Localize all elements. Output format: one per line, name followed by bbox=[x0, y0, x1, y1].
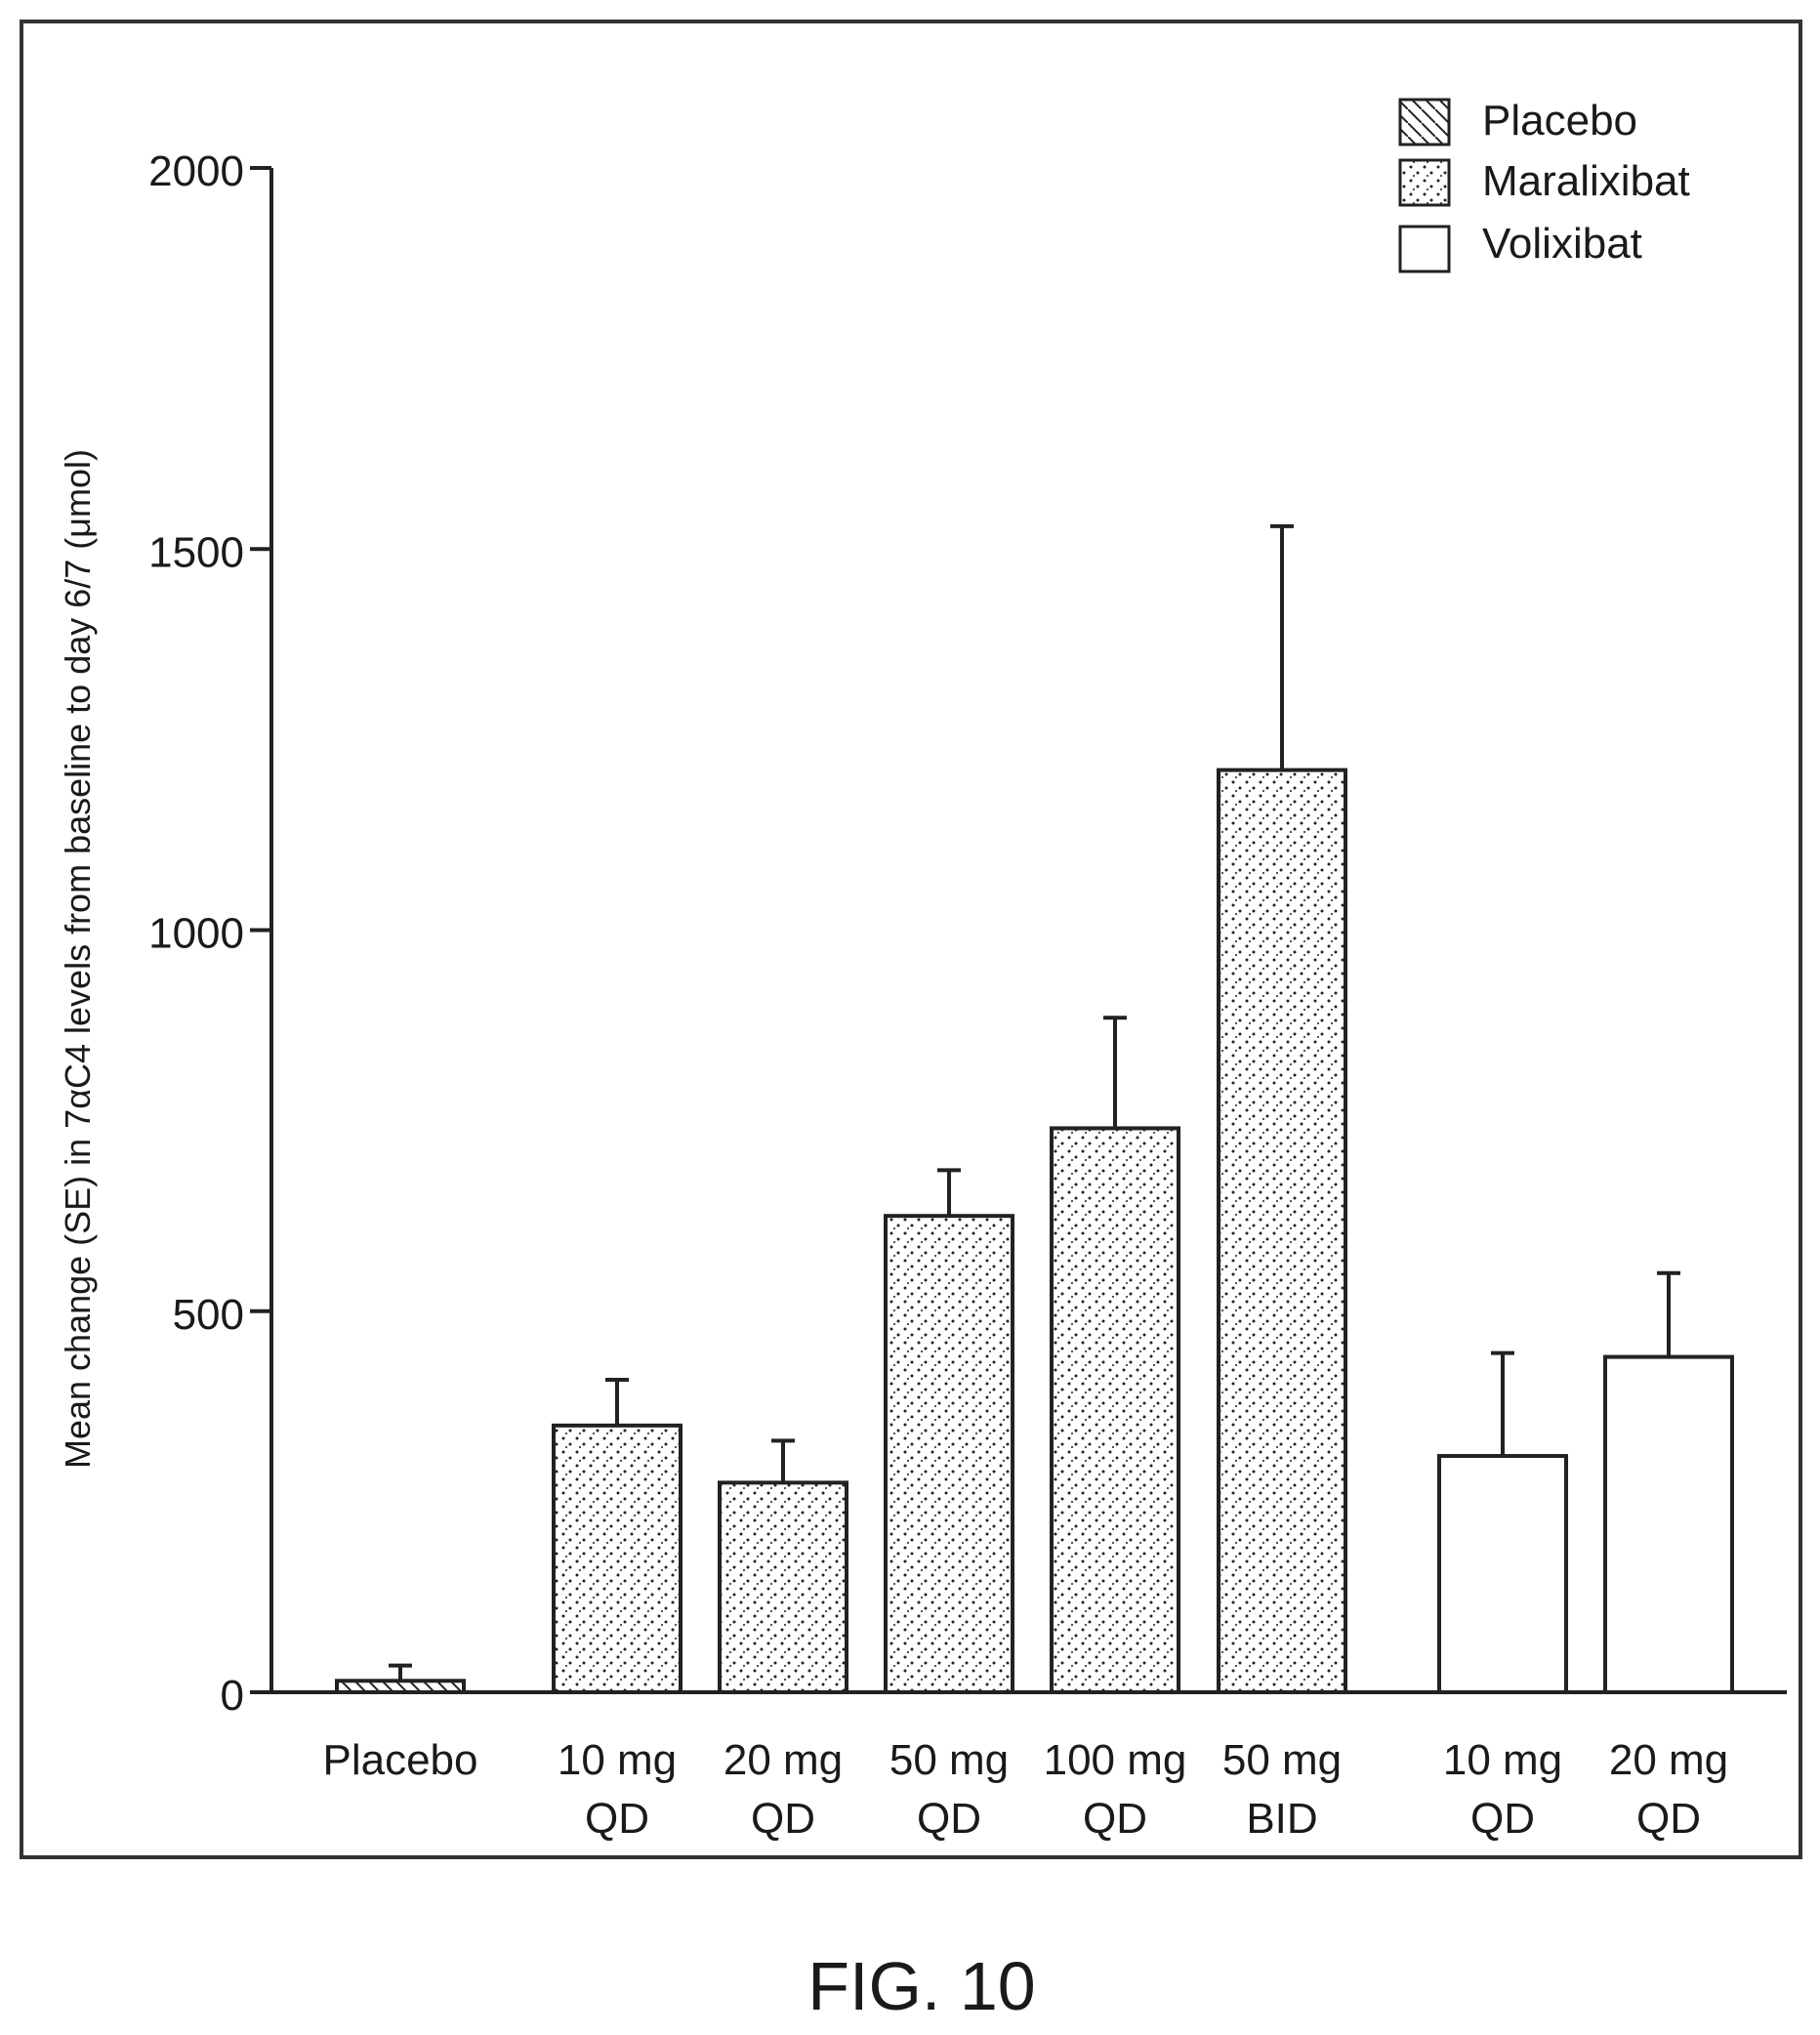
x-tick-labels: Placebo 10 mg QD 20 mg QD 50 mg QD 100 mg QD 50 m… bbox=[322, 1736, 1728, 1843]
legend-item-placebo: Placebo bbox=[1398, 97, 1637, 146]
x-tick-label: 50 mg bbox=[889, 1736, 1009, 1784]
figure-frame bbox=[20, 20, 1802, 1859]
legend: Placebo Maralixibat Volixibat bbox=[1398, 97, 1690, 273]
x-tick-label: QD bbox=[585, 1795, 649, 1843]
legend-swatch-volixibat bbox=[1398, 225, 1451, 273]
legend-swatch-maralixibat bbox=[1398, 158, 1451, 207]
bar bbox=[884, 1214, 1014, 1694]
y-tick-label: 0 bbox=[221, 1672, 244, 1720]
x-tick-label: BID bbox=[1246, 1795, 1317, 1843]
legend-label-maralixibat: Maralixibat bbox=[1482, 157, 1690, 205]
bar bbox=[1603, 1354, 1734, 1694]
x-tick-label: 20 mg bbox=[1609, 1736, 1728, 1784]
bar bbox=[335, 1679, 466, 1694]
x-tick-label: QD bbox=[1636, 1795, 1701, 1843]
y-axis-title: Mean change (SE) in 7αC4 levels from bas… bbox=[58, 449, 98, 1469]
y-tick-label: 1500 bbox=[148, 528, 244, 576]
y-ticks: 0 500 1000 1500 2000 bbox=[148, 147, 271, 1720]
x-tick-label: QD bbox=[917, 1795, 981, 1843]
bar bbox=[1217, 768, 1347, 1694]
bars-layer bbox=[335, 523, 1734, 1695]
y-tick-label: 1000 bbox=[148, 910, 244, 958]
x-tick-label: 100 mg bbox=[1044, 1736, 1187, 1784]
bar bbox=[1050, 1126, 1180, 1695]
x-tick-label: 20 mg bbox=[724, 1736, 843, 1784]
bar bbox=[1437, 1454, 1568, 1695]
x-tick-label: 50 mg bbox=[1222, 1736, 1342, 1784]
legend-label-volixibat: Volixibat bbox=[1482, 220, 1642, 268]
x-tick-label: QD bbox=[751, 1795, 815, 1843]
figure-caption: FIG. 10 bbox=[807, 1948, 1035, 2024]
bar bbox=[718, 1480, 848, 1695]
x-tick-label: Placebo bbox=[322, 1736, 477, 1784]
legend-item-volixibat: Volixibat bbox=[1398, 220, 1642, 273]
bar bbox=[552, 1423, 682, 1694]
y-tick-label: 500 bbox=[173, 1291, 244, 1339]
legend-swatch-placebo bbox=[1398, 98, 1451, 146]
x-tick-label: QD bbox=[1470, 1795, 1535, 1843]
legend-label-placebo: Placebo bbox=[1482, 97, 1637, 145]
x-tick-label: QD bbox=[1083, 1795, 1147, 1843]
legend-item-maralixibat: Maralixibat bbox=[1398, 157, 1690, 207]
y-tick-label: 2000 bbox=[148, 147, 244, 195]
x-tick-label: 10 mg bbox=[558, 1736, 677, 1784]
x-tick-label: 10 mg bbox=[1443, 1736, 1562, 1784]
